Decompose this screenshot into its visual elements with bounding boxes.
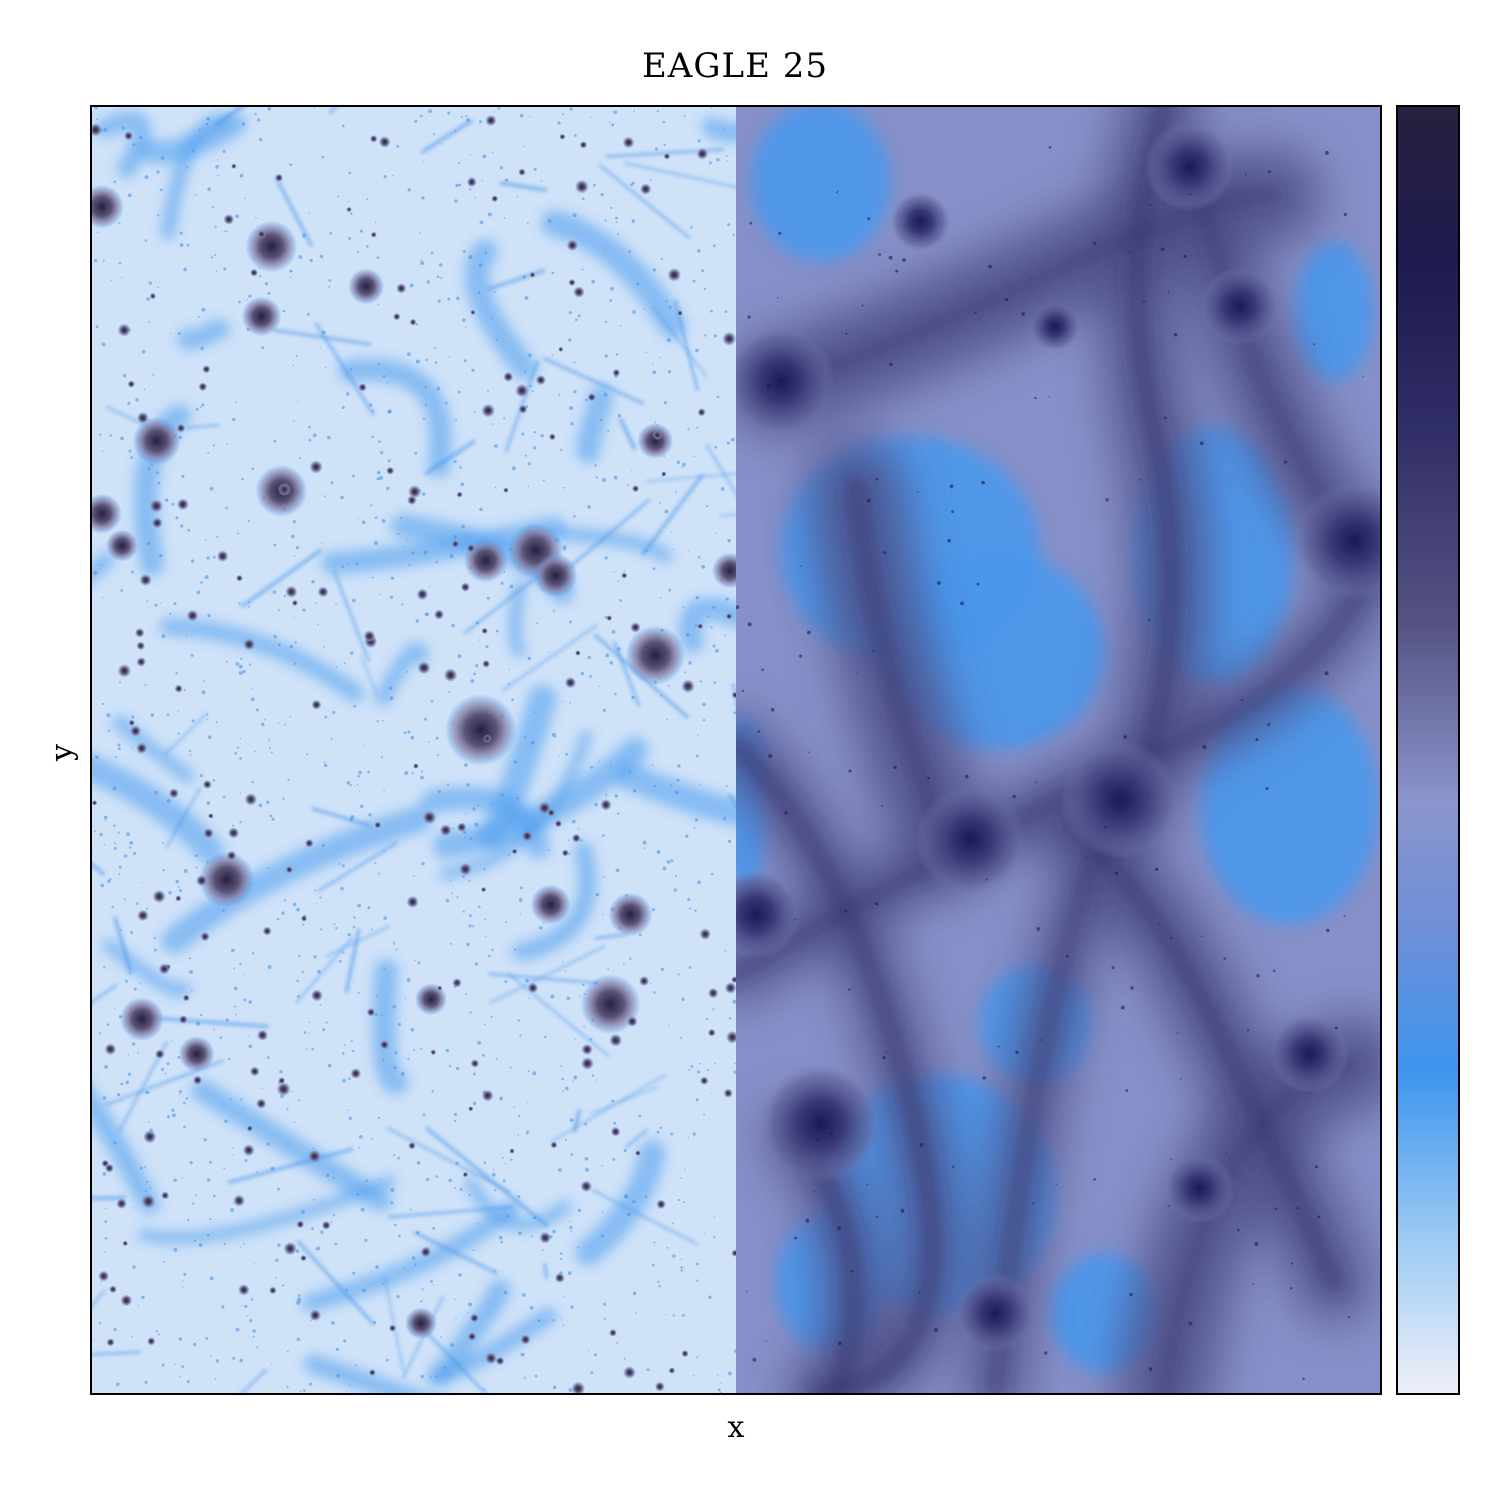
y-axis-label: y <box>44 744 80 761</box>
gas-density-panel <box>736 107 1380 1393</box>
dark-matter-density-panel <box>92 107 736 1393</box>
left-density-map <box>92 107 736 1393</box>
figure-title: EAGLE 25 <box>641 46 828 86</box>
x-axis-label: x <box>727 1410 745 1445</box>
plot-area <box>90 105 1382 1395</box>
colorbar <box>1396 105 1460 1395</box>
colorbar-gradient <box>1398 107 1458 1393</box>
right-density-map <box>736 107 1380 1393</box>
